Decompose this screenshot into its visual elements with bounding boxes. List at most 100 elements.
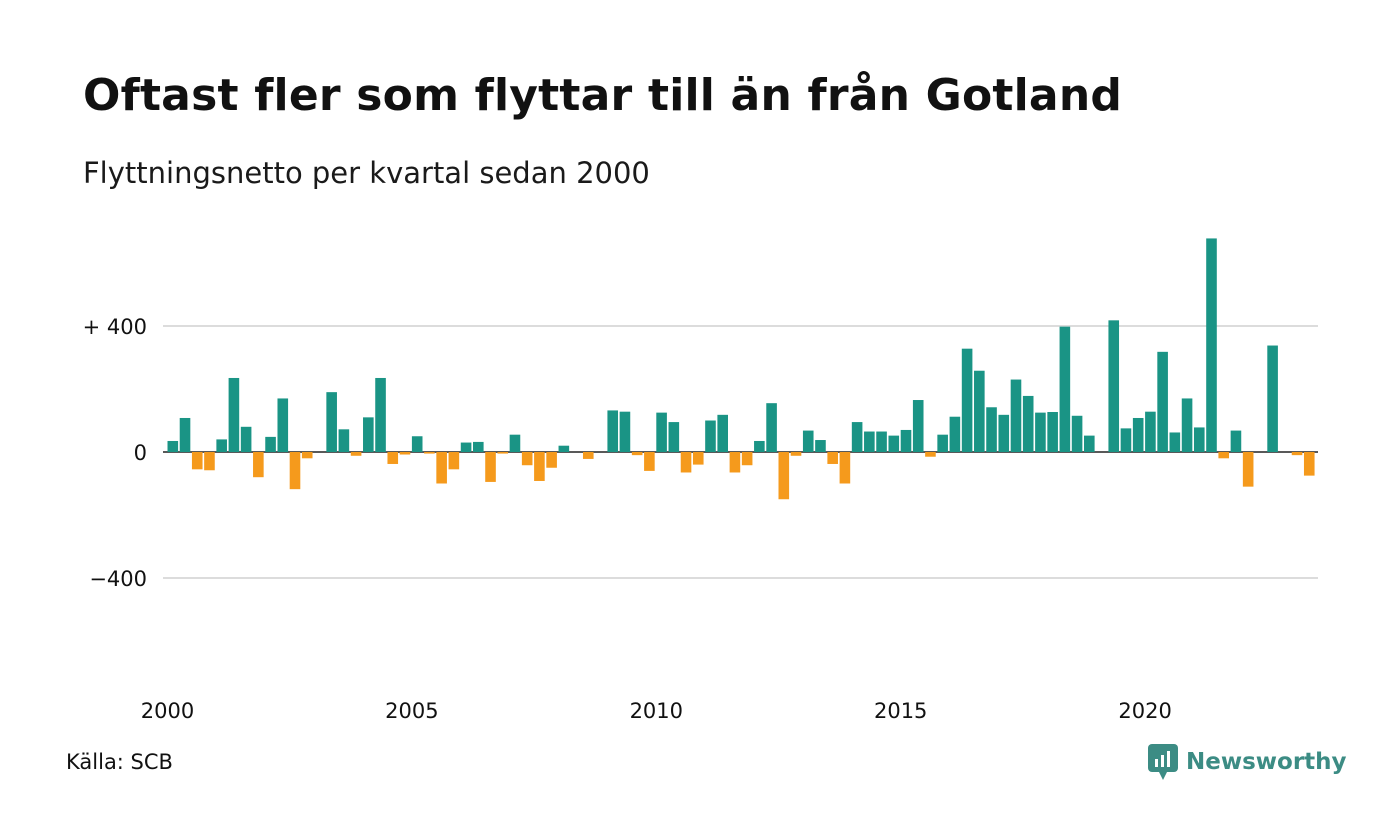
bar: [1071, 415, 1083, 452]
bars: [167, 238, 1315, 500]
bar: [1230, 430, 1242, 452]
bar: [937, 434, 948, 452]
bar: [448, 452, 460, 470]
bar: [1132, 417, 1144, 452]
bar: [228, 377, 240, 452]
bar: [754, 440, 765, 452]
bar: [534, 452, 545, 481]
bar: [680, 452, 692, 473]
bar: [1303, 452, 1315, 476]
bar: [668, 422, 680, 452]
bar: [912, 400, 924, 452]
bar: [778, 452, 790, 500]
bar: [766, 403, 777, 452]
chart-subtitle: Flyttningsnetto per kvartal sedan 2000: [83, 156, 650, 190]
bar: [705, 420, 716, 452]
bar: [1267, 345, 1278, 452]
bar: [741, 452, 753, 466]
bar: [1291, 452, 1303, 456]
bar: [631, 452, 643, 456]
bar: [473, 441, 484, 452]
bar: [1022, 395, 1034, 452]
bar: [326, 392, 337, 452]
bar: [350, 452, 362, 456]
bar: [1108, 320, 1120, 452]
bar: [191, 452, 203, 470]
bar: [1181, 398, 1193, 452]
bar: [1206, 238, 1217, 452]
bar: [509, 434, 521, 452]
bar: [815, 440, 826, 452]
bar: [1120, 428, 1132, 452]
chart-title: Oftast fler som flyttar till än från Got…: [83, 70, 1123, 121]
bar: [521, 452, 533, 466]
bar: [399, 452, 411, 455]
bar: [265, 436, 276, 452]
bar: [644, 452, 655, 471]
bar: [546, 452, 557, 468]
bar: [558, 445, 570, 452]
x-tick-label: 2020: [1118, 699, 1171, 723]
source-note: Källa: SCB: [66, 750, 173, 774]
bar: [387, 452, 399, 464]
bar: [460, 442, 472, 452]
bar: [240, 426, 252, 452]
bar: [363, 417, 374, 452]
bar: [790, 452, 802, 456]
bar: [1059, 326, 1071, 452]
bar: [1145, 411, 1156, 452]
bar: [619, 411, 631, 452]
bar: [277, 398, 289, 452]
bar: [167, 440, 179, 452]
brand-name: Newsworthy: [1186, 749, 1347, 775]
y-tick-label: −400: [89, 567, 147, 591]
bar: [424, 452, 435, 454]
bar: [1010, 379, 1022, 452]
bar: [582, 452, 594, 459]
bar: [497, 452, 509, 454]
bar: [1169, 432, 1181, 452]
bar: [289, 452, 301, 490]
bar: [656, 412, 667, 452]
bar: [876, 431, 887, 452]
bar: [900, 429, 912, 452]
axis-labels: + 400 0 −400 2000 2005 2010 2015 2020: [83, 315, 1172, 723]
bar: [1242, 452, 1254, 487]
bar: [925, 452, 936, 457]
bar: [839, 452, 851, 484]
bar: [1047, 411, 1058, 452]
y-tick-label: + 400: [83, 315, 147, 339]
bar: [974, 370, 985, 452]
x-tick-label: 2000: [141, 699, 194, 723]
bar: [179, 417, 191, 452]
bar: [851, 422, 863, 452]
bar: [729, 452, 741, 473]
bar: [436, 452, 447, 484]
bar: [802, 430, 814, 452]
x-tick-label: 2015: [874, 699, 927, 723]
bar: [607, 410, 619, 452]
bar: [338, 429, 350, 452]
brand-logo[interactable]: Newsworthy: [1148, 742, 1347, 782]
bar: [1193, 427, 1205, 452]
bar: [1157, 351, 1168, 452]
bar: [253, 452, 264, 478]
bar: [485, 452, 496, 482]
bar: [1084, 435, 1095, 452]
bar: [204, 452, 215, 471]
bar: [1218, 452, 1230, 459]
x-tick-label: 2005: [385, 699, 438, 723]
bar: [827, 452, 838, 464]
bar: [692, 452, 704, 465]
bar: [888, 435, 900, 452]
bar: [1035, 412, 1046, 452]
y-tick-label: 0: [134, 441, 147, 465]
x-tick-label: 2010: [630, 699, 683, 723]
bar: [986, 407, 997, 452]
bar: [216, 439, 227, 452]
bar: [998, 414, 1010, 452]
bar: [949, 416, 961, 452]
bar: [961, 348, 973, 452]
bar: [301, 452, 313, 459]
